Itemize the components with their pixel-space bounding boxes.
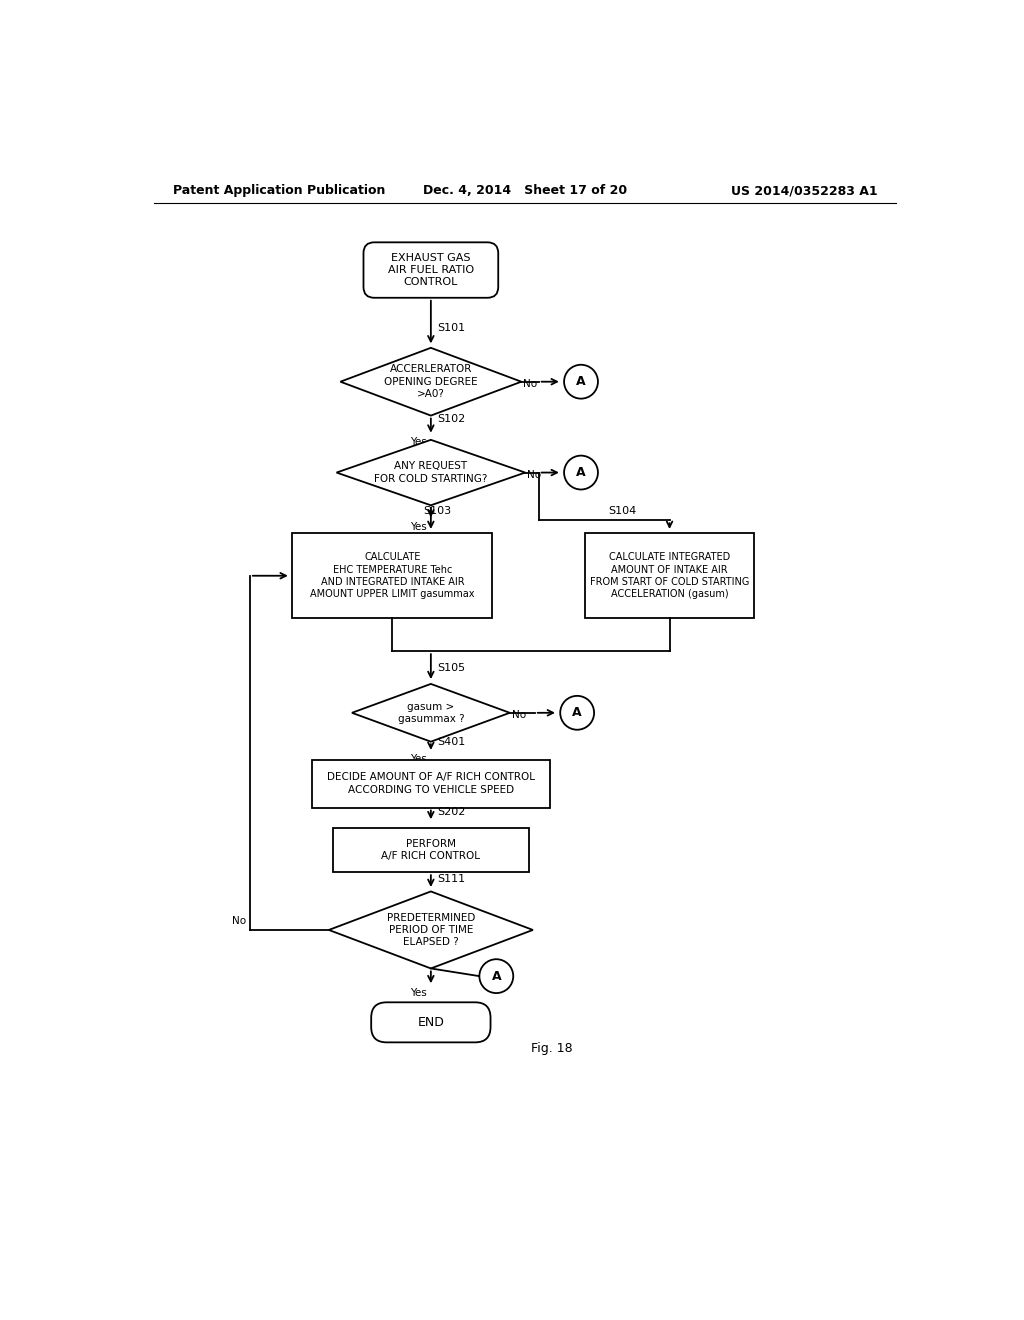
Circle shape — [479, 960, 513, 993]
Text: A: A — [572, 706, 582, 719]
Circle shape — [560, 696, 594, 730]
Text: A: A — [577, 466, 586, 479]
Bar — [311, 760, 550, 808]
Bar — [333, 828, 529, 873]
Bar — [292, 533, 493, 618]
Text: No: No — [231, 916, 246, 927]
FancyBboxPatch shape — [364, 243, 499, 298]
Bar — [585, 533, 755, 618]
Text: No: No — [512, 710, 526, 721]
Text: EXHAUST GAS
AIR FUEL RATIO
CONTROL: EXHAUST GAS AIR FUEL RATIO CONTROL — [388, 252, 474, 288]
Polygon shape — [329, 891, 532, 969]
Text: S103: S103 — [423, 506, 452, 516]
Text: A: A — [577, 375, 586, 388]
Text: Yes: Yes — [411, 987, 427, 998]
Text: S202: S202 — [437, 807, 465, 817]
Text: Yes: Yes — [411, 437, 427, 447]
Text: No: No — [523, 379, 538, 389]
FancyBboxPatch shape — [371, 1002, 490, 1043]
Polygon shape — [352, 684, 510, 742]
Text: S105: S105 — [437, 663, 465, 673]
Text: CALCULATE INTEGRATED
AMOUNT OF INTAKE AIR
FROM START OF COLD STARTING
ACCELERATI: CALCULATE INTEGRATED AMOUNT OF INTAKE AI… — [590, 552, 750, 599]
Text: DECIDE AMOUNT OF A/F RICH CONTROL
ACCORDING TO VEHICLE SPEED: DECIDE AMOUNT OF A/F RICH CONTROL ACCORD… — [327, 772, 535, 795]
Text: Dec. 4, 2014   Sheet 17 of 20: Dec. 4, 2014 Sheet 17 of 20 — [423, 185, 627, 197]
Polygon shape — [337, 440, 525, 506]
Text: S111: S111 — [437, 874, 465, 884]
Text: ANY REQUEST
FOR COLD STARTING?: ANY REQUEST FOR COLD STARTING? — [374, 462, 487, 483]
Text: S104: S104 — [608, 506, 636, 516]
Text: A: A — [492, 970, 501, 982]
Text: Yes: Yes — [411, 755, 427, 764]
Text: ACCERLERATOR
OPENING DEGREE
>A0?: ACCERLERATOR OPENING DEGREE >A0? — [384, 364, 477, 399]
Text: S401: S401 — [437, 738, 465, 747]
Text: CALCULATE
EHC TEMPERATURE Tehc
AND INTEGRATED INTAKE AIR
AMOUNT UPPER LIMIT gasu: CALCULATE EHC TEMPERATURE Tehc AND INTEG… — [310, 552, 474, 599]
Text: S101: S101 — [437, 323, 465, 333]
Text: gasum >
gasummax ?: gasum > gasummax ? — [397, 702, 464, 723]
Circle shape — [564, 364, 598, 399]
Text: No: No — [527, 470, 542, 480]
Text: US 2014/0352283 A1: US 2014/0352283 A1 — [731, 185, 878, 197]
Text: Yes: Yes — [411, 521, 427, 532]
Text: END: END — [418, 1016, 444, 1028]
Text: Fig. 18: Fig. 18 — [531, 1043, 572, 1056]
Polygon shape — [340, 348, 521, 416]
Text: S102: S102 — [437, 414, 465, 424]
Text: PREDETERMINED
PERIOD OF TIME
ELAPSED ?: PREDETERMINED PERIOD OF TIME ELAPSED ? — [387, 912, 475, 948]
Text: PERFORM
A/F RICH CONTROL: PERFORM A/F RICH CONTROL — [381, 838, 480, 861]
Circle shape — [564, 455, 598, 490]
Text: Patent Application Publication: Patent Application Publication — [173, 185, 385, 197]
